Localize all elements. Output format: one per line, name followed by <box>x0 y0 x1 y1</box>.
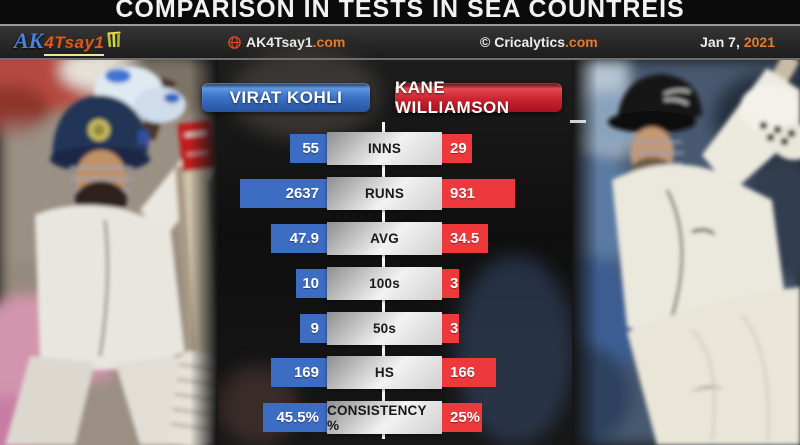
stat-row-consistency: 45.5% CONSISTENCY % 25% <box>0 401 800 434</box>
williamson-photo <box>572 60 800 445</box>
stat-label-text: 50s <box>372 321 397 336</box>
site-link-left: AK4Tsay1 .com <box>228 34 345 50</box>
title-bar: COMPARISON IN TESTS IN SEA COUNTREIS <box>0 0 800 26</box>
kohli-value: 2637 <box>285 185 319 202</box>
stat-row-100s: 10 100s 3 <box>0 267 800 300</box>
date-text: Jan 7, <box>700 34 740 50</box>
kohli-value: 55 <box>302 140 319 157</box>
stage: VIRAT KOHLI KANE WILLIAMSON 55 INNS 29 2… <box>0 50 800 445</box>
kohli-bar: 47.9 <box>271 224 327 253</box>
kohli-value: 10 <box>302 275 319 292</box>
header-bar: AK 4Tsay1 AK4Tsay1 .com © Cricalytics .com… <box>0 26 800 60</box>
williamson-value: 3 <box>450 320 459 337</box>
site-right-name: © Cricalytics <box>480 34 566 50</box>
stat-label-text: HS <box>374 365 395 380</box>
stat-row-runs: 2637 RUNS 931 <box>0 177 800 210</box>
williamson-bar: 931 <box>442 179 515 208</box>
williamson-value: 29 <box>450 140 467 157</box>
stat-row-inns: 55 INNS 29 <box>0 132 800 165</box>
kohli-value: 45.5% <box>276 409 319 426</box>
brand-logo: AK 4Tsay1 <box>14 28 122 56</box>
kohli-bar: 45.5% <box>263 403 327 432</box>
page-title: COMPARISON IN TESTS IN SEA COUNTREIS <box>115 0 685 23</box>
stat-label-text: AVG <box>370 231 399 246</box>
kohli-bar: 10 <box>296 269 327 298</box>
kohli-bar: 9 <box>300 314 327 343</box>
stat-label-text: CONSISTENCY % <box>327 402 427 433</box>
stat-row-avg: 47.9 AVG 34.5 <box>0 222 800 255</box>
stat-label: INNS <box>327 132 442 165</box>
williamson-bar: 166 <box>442 358 496 387</box>
kohli-bar: 55 <box>290 134 327 163</box>
williamson-value: 25% <box>450 409 481 426</box>
site-right-tld: .com <box>565 34 598 50</box>
date-year: 2021 <box>743 34 775 50</box>
player-badge-williamson: KANE WILLIAMSON <box>395 78 562 117</box>
williamson-value: 3 <box>450 275 459 292</box>
decorative-dash <box>570 120 586 123</box>
kohli-photo <box>0 60 218 445</box>
stat-label: HS <box>327 356 442 389</box>
site-link-right: © Cricalytics .com <box>480 34 598 50</box>
stat-label: 50s <box>327 312 442 345</box>
stat-row-50s: 9 50s 3 <box>0 312 800 345</box>
stat-label-text: RUNS <box>364 186 405 201</box>
williamson-bar: 3 <box>442 269 459 298</box>
site-left-name: AK4Tsay1 <box>246 34 313 50</box>
kohli-bar: 169 <box>271 358 327 387</box>
williamson-value: 166 <box>450 364 476 381</box>
logo-rest-text: 4Tsay1 <box>44 33 105 56</box>
kohli-value: 47.9 <box>289 230 319 247</box>
logo-ak-text: AK <box>14 28 44 53</box>
player-badge-kohli: VIRAT KOHLI <box>202 83 370 112</box>
stat-label-text: INNS <box>367 141 402 156</box>
williamson-bar: 34.5 <box>442 224 488 253</box>
kohli-value: 9 <box>310 320 319 337</box>
cricket-stumps-icon <box>107 31 121 48</box>
williamson-bar: 3 <box>442 314 459 343</box>
site-left-tld: .com <box>312 34 346 50</box>
stat-row-hs: 169 HS 166 <box>0 356 800 389</box>
stat-label: 100s <box>327 267 442 300</box>
kohli-bar: 2637 <box>240 179 327 208</box>
williamson-bar: 25% <box>442 403 482 432</box>
stat-label: CONSISTENCY % <box>327 401 442 434</box>
kohli-value: 169 <box>293 364 319 381</box>
williamson-value: 34.5 <box>450 230 480 247</box>
stat-label: RUNS <box>327 177 442 210</box>
stat-label: AVG <box>327 222 442 255</box>
williamson-value: 931 <box>450 185 476 202</box>
stat-label-text: 100s <box>369 276 400 291</box>
williamson-bar: 29 <box>442 134 472 163</box>
kohli-name: VIRAT KOHLI <box>229 87 343 107</box>
globe-icon <box>228 35 241 49</box>
date-label: Jan 7, 2021 <box>700 34 775 50</box>
williamson-name: KANE WILLIAMSON <box>395 77 510 117</box>
